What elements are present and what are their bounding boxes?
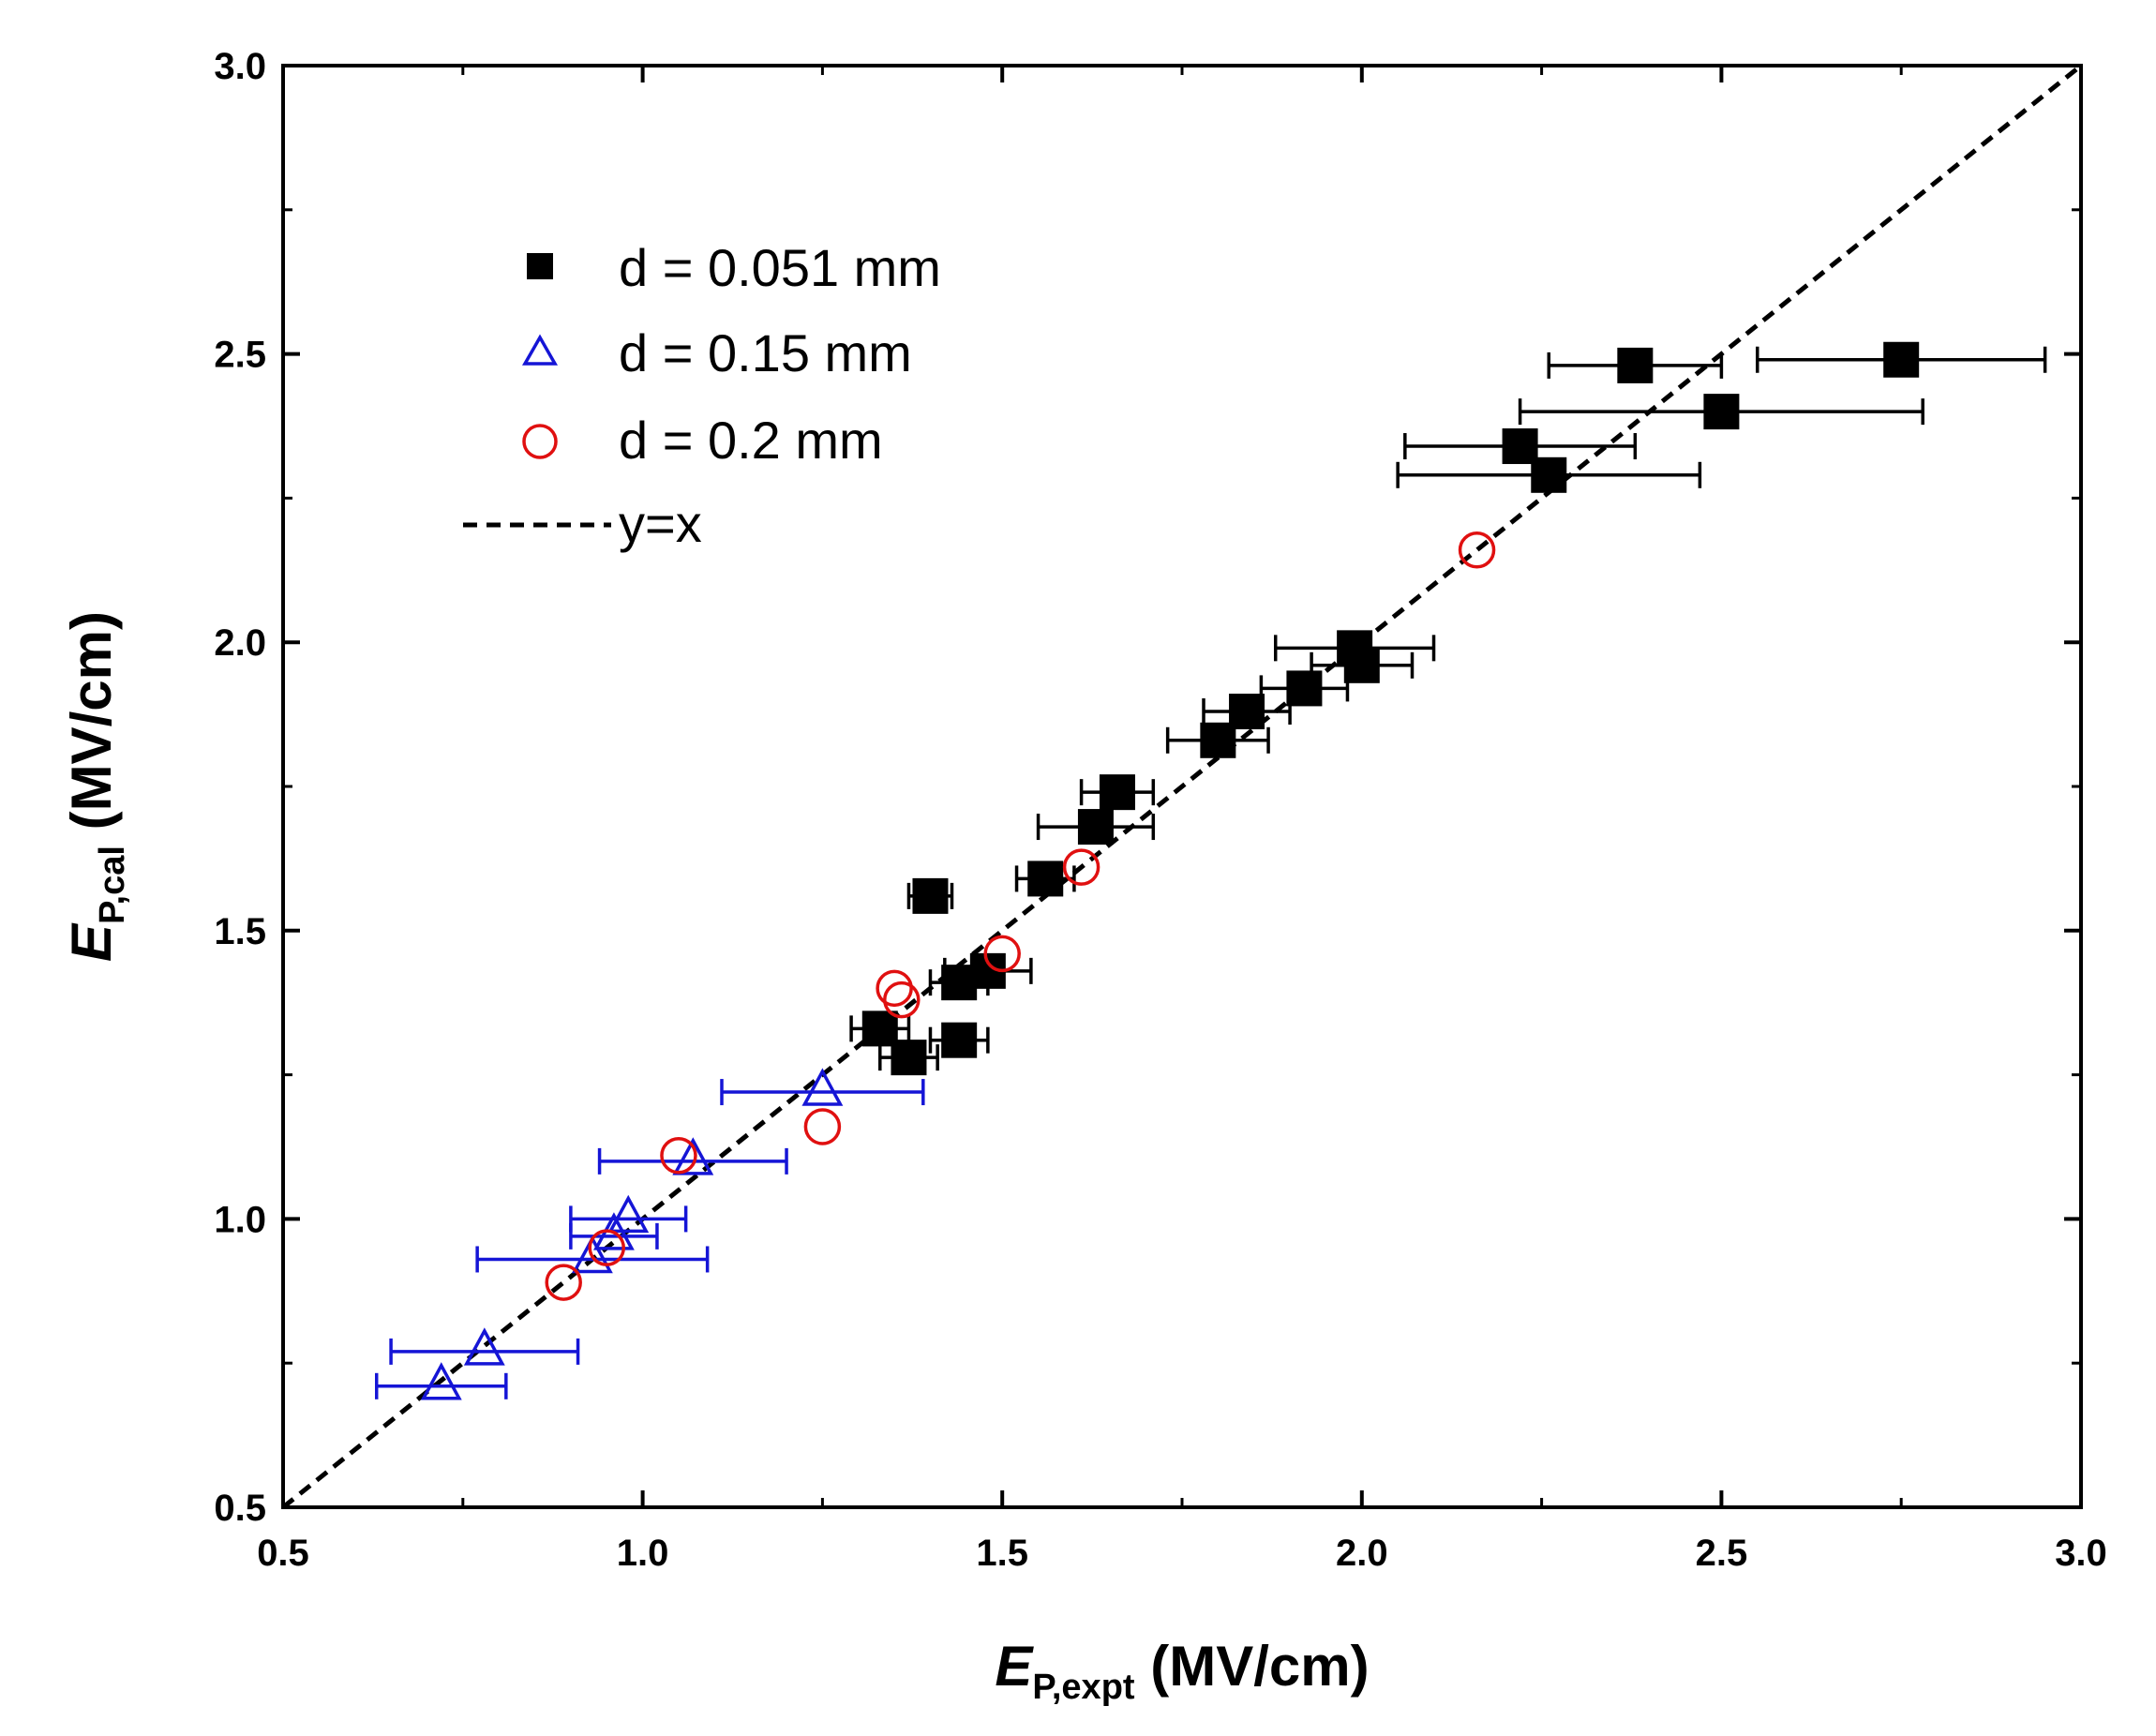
legend-marker-square xyxy=(527,253,553,279)
data-point-square xyxy=(1531,456,1567,493)
error-bar-layer xyxy=(374,346,2047,1399)
x-tick-labels: 0.5 1.0 1.5 2.0 2.5 3.0 xyxy=(257,1533,2107,1574)
x-tick-label: 1.0 xyxy=(617,1533,669,1574)
x-axis-subscript: P,expt xyxy=(1032,1668,1134,1707)
data-point-square xyxy=(1200,722,1236,758)
legend: d = 0.051 mm d = 0.15 mm d = 0.2 mm y=x xyxy=(463,238,941,553)
y-tick-label: 3.0 xyxy=(214,46,266,87)
plot-area xyxy=(281,64,2083,1509)
legend-label-d-02: d = 0.2 mm xyxy=(619,411,883,470)
data-point-triangle xyxy=(672,1137,714,1175)
data-point-square xyxy=(1343,647,1380,683)
legend-label-yx: y=x xyxy=(619,494,702,553)
data-point-circle xyxy=(660,1136,697,1175)
x-axis-symbol: E xyxy=(995,1635,1034,1698)
data-point-square xyxy=(1099,774,1135,811)
data-point-square xyxy=(1027,861,1064,897)
y-tick-labels: 0.5 1.0 1.5 2.0 2.5 3.0 xyxy=(214,46,266,1529)
data-point-square xyxy=(912,877,949,914)
data-point-square xyxy=(1883,341,1920,378)
data-point-circle xyxy=(876,969,913,1008)
data-point-square xyxy=(1077,809,1114,846)
y-tick-label: 1.5 xyxy=(214,911,266,952)
data-point-circle xyxy=(803,1108,842,1145)
data-point-square xyxy=(941,1022,978,1058)
x-axis-title: EP,expt (MV/cm) xyxy=(995,1635,1369,1707)
x-tick-label: 1.5 xyxy=(976,1533,1028,1574)
legend-label-d-0051: d = 0.051 mm xyxy=(619,238,941,297)
y-tick-label: 0.5 xyxy=(214,1488,266,1529)
y-axis-symbol: E xyxy=(60,922,123,962)
y-tick-label: 1.0 xyxy=(214,1199,266,1240)
data-point-circle xyxy=(545,1264,582,1301)
y-tick-label: 2.5 xyxy=(214,335,266,376)
data-point-circle xyxy=(883,980,921,1019)
legend-marker-circle xyxy=(522,424,558,459)
data-point-circle xyxy=(588,1229,625,1266)
y-tick-label: 2.0 xyxy=(214,622,266,664)
reference-line-y-equals-x xyxy=(281,64,2083,1509)
data-point-square xyxy=(891,1040,927,1076)
data-point-circle xyxy=(1062,848,1100,886)
x-tick-label: 2.5 xyxy=(1696,1533,1748,1574)
x-tick-label: 3.0 xyxy=(2055,1533,2107,1574)
data-point-circle xyxy=(1458,531,1496,569)
y-axis-unit: (MV/cm) xyxy=(60,611,123,846)
legend-label-d-015: d = 0.15 mm xyxy=(619,323,912,382)
data-point-triangle xyxy=(571,1235,613,1274)
data-point-triangle xyxy=(420,1362,462,1400)
data-point-triangle xyxy=(801,1068,844,1106)
data-point-square xyxy=(1617,347,1654,383)
x-axis-unit: (MV/cm) xyxy=(1135,1635,1370,1698)
x-tick-label: 2.0 xyxy=(1336,1533,1388,1574)
data-point-square xyxy=(1286,670,1323,707)
y-axis-title: EP,cal (MV/cm) xyxy=(60,611,132,962)
data-point-triangle xyxy=(463,1327,505,1366)
data-point-circle xyxy=(983,935,1021,973)
marker-layer xyxy=(420,341,1920,1400)
legend-marker-triangle xyxy=(521,334,559,366)
data-point-triangle xyxy=(607,1194,650,1234)
data-point-square xyxy=(1703,394,1740,430)
y-axis-subscript: P,cal xyxy=(93,846,132,924)
reference-line-layer xyxy=(281,64,2083,1509)
x-tick-label: 0.5 xyxy=(257,1533,309,1574)
